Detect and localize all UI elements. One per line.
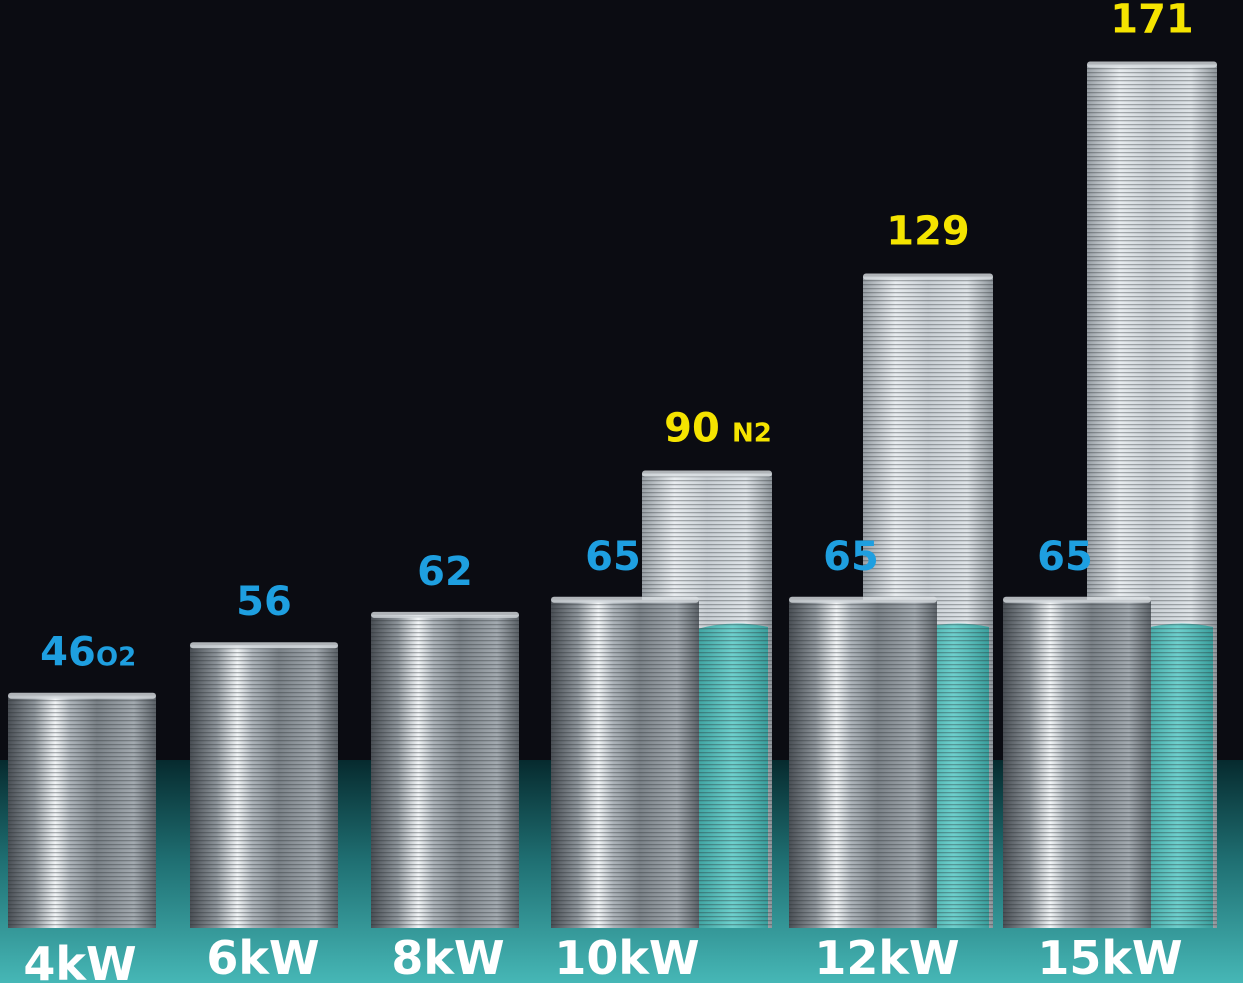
o2-bar-15kW [1003, 596, 1151, 928]
category-label-8kW: 8kW [391, 931, 504, 983]
o2-bar-8kW-cap [371, 611, 519, 618]
o2-value-label-12kW: 65 [823, 534, 879, 580]
o2-bar-15kW-stripes [1003, 599, 1151, 928]
o2-bar-4kW [8, 692, 156, 928]
o2-bar-10kW-stripes [551, 599, 699, 928]
category-label-12kW: 12kW [814, 931, 959, 983]
bars-layer [8, 61, 1217, 928]
o2-series-annotation: O2 [96, 643, 136, 673]
o2-bar-12kW [789, 596, 937, 928]
n2-bar-15kW-cap [1087, 61, 1217, 68]
o2-bar-12kW-cap [789, 596, 937, 603]
o2-bar-15kW-cap [1003, 596, 1151, 603]
o2-value-label-6kW: 56 [236, 579, 292, 625]
o2-value-label-15kW: 65 [1037, 534, 1093, 580]
o2-bar-12kW-stripes [789, 599, 937, 928]
o2-bar-6kW-stripes [190, 645, 338, 928]
o2-value-label-10kW: 65 [585, 534, 641, 580]
o2-value-label-8kW: 62 [417, 549, 473, 595]
category-label-6kW: 6kW [206, 931, 319, 983]
o2-bar-10kW-cap [551, 596, 699, 603]
n2-value-label-12kW: 129 [886, 209, 970, 255]
n2-series-annotation: N2 [732, 419, 772, 449]
o2-bar-6kW-cap [190, 642, 338, 649]
o2-bar-6kW [190, 642, 338, 928]
o2-bar-4kW-stripes [8, 695, 156, 928]
o2-bar-8kW-stripes [371, 614, 519, 928]
n2-value-label-10kW: 90 [664, 406, 720, 452]
o2-bar-10kW [551, 596, 699, 928]
n2-bar-12kW-cap [863, 273, 993, 280]
n2-value-label-15kW: 171 [1110, 0, 1194, 42]
n2-bar-10kW-cap [642, 470, 772, 477]
o2-value-label-4kW: 46 [40, 630, 96, 676]
category-label-4kW: 4kW [23, 937, 136, 983]
o2-bar-4kW-cap [8, 692, 156, 699]
labels-layer: 46 56 62 65 65 65 O2 90 129 171 N2 4kW 6kW 8kW 10kW 12k… [23, 0, 1193, 983]
o2-bar-8kW [371, 611, 519, 928]
category-label-10kW: 10kW [554, 931, 699, 983]
category-label-15kW: 15kW [1037, 931, 1182, 983]
